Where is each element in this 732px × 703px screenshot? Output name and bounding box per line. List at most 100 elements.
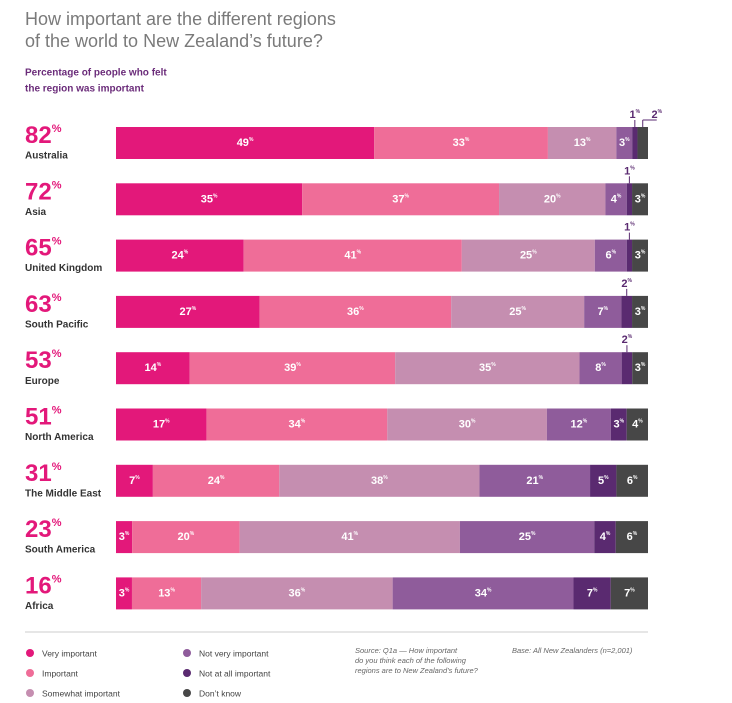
value-number: 4 [611, 193, 618, 205]
bar-segment [547, 127, 617, 159]
bar-segment [573, 577, 611, 610]
value-unit: % [625, 137, 630, 143]
value-unit: % [630, 222, 635, 228]
value-number: 34 [289, 418, 302, 430]
category-label: Africa [25, 601, 54, 612]
bar-segment [395, 352, 580, 385]
headline-unit: % [52, 517, 62, 529]
bar-segment [387, 408, 547, 441]
value-unit: % [354, 531, 359, 537]
value-unit: % [638, 419, 643, 425]
headline-unit: % [52, 573, 62, 585]
value-unit: % [135, 475, 140, 481]
headline-unit: % [52, 179, 62, 191]
value-unit: % [658, 109, 663, 115]
value-number: 8 [595, 362, 601, 374]
value-unit: % [601, 363, 606, 369]
value-number: 7 [587, 587, 593, 599]
value-number: 36 [289, 587, 301, 599]
category-label: The Middle East [25, 488, 102, 499]
bar-segment [637, 127, 648, 159]
bar-segment [605, 183, 627, 216]
legend-label: Don’t know [199, 688, 242, 698]
value-label: 3% [635, 362, 646, 374]
value-label: 13% [574, 137, 591, 149]
headline-unit: % [52, 123, 62, 135]
value-label: 2% [621, 278, 632, 290]
value-unit: % [192, 306, 197, 312]
value-label: 36% [289, 587, 306, 599]
headline-unit: % [52, 348, 62, 360]
value-unit: % [383, 475, 388, 481]
category-label: Asia [25, 207, 47, 218]
legend-marker [183, 689, 191, 697]
value-unit: % [220, 475, 225, 481]
source-note: Source: Q1a — How important [355, 646, 458, 655]
value-label: 35% [201, 193, 218, 205]
value-number: 25 [520, 250, 532, 262]
value-number: 37 [392, 193, 404, 205]
value-label: 3% [119, 531, 130, 543]
value-unit: % [641, 194, 646, 200]
bar-segment [116, 408, 207, 441]
headline-number: 16 [25, 573, 52, 600]
value-label: 1% [630, 109, 641, 121]
value-number: 20 [178, 531, 190, 543]
headline-value: 51% [25, 404, 62, 431]
value-unit: % [636, 109, 641, 115]
value-unit: % [359, 306, 364, 312]
bar-segment [131, 577, 202, 610]
bar-segment [626, 239, 633, 272]
value-unit: % [213, 194, 218, 200]
bar-segment [616, 464, 648, 497]
value-unit: % [465, 137, 470, 143]
value-number: 27 [179, 306, 191, 318]
value-unit: % [583, 419, 588, 425]
headline-value: 53% [25, 348, 62, 375]
value-number: 3 [635, 306, 641, 318]
bar-segment [499, 183, 606, 216]
value-label: 24% [171, 250, 188, 262]
value-unit: % [628, 335, 633, 341]
category-label: United Kingdom [25, 263, 102, 274]
base-note: Base: All New Zealanders (n=2,001) [512, 646, 633, 655]
bar-segment [590, 464, 617, 497]
headline-value: 23% [25, 516, 62, 543]
value-number: 1 [624, 222, 630, 234]
value-label: 7% [129, 475, 140, 487]
value-label: 12% [570, 418, 587, 430]
value-number: 24 [171, 250, 184, 262]
value-unit: % [296, 363, 301, 369]
value-label: 34% [289, 418, 306, 430]
category-label: North America [25, 432, 94, 443]
bar-segment [374, 127, 548, 159]
bar-segment [616, 127, 633, 159]
value-label: 13% [158, 587, 175, 599]
legend-marker [183, 669, 191, 677]
value-unit: % [405, 194, 410, 200]
value-number: 12 [570, 418, 582, 430]
bar-segment [621, 295, 633, 328]
headline-number: 65 [25, 235, 52, 262]
value-number: 41 [341, 531, 353, 543]
bar-segment [392, 577, 574, 610]
headline-unit: % [52, 404, 62, 416]
legend-marker [26, 689, 34, 697]
legend-label: Important [42, 668, 79, 678]
value-unit: % [184, 250, 189, 256]
legend-label: Very important [42, 648, 97, 658]
value-unit: % [606, 531, 611, 537]
value-number: 13 [574, 137, 586, 149]
value-label: 36% [347, 306, 364, 318]
value-label: 6% [627, 475, 638, 487]
bar-segment [632, 127, 638, 159]
value-label: 1% [624, 165, 635, 177]
legend-marker [26, 649, 34, 657]
value-label: 3% [119, 587, 130, 599]
bar-segment [152, 464, 280, 497]
category-label: South America [25, 545, 96, 556]
value-number: 3 [619, 137, 625, 149]
bar-segment [116, 127, 375, 159]
chart-title: of the world to New Zealand’s future? [25, 31, 323, 51]
value-number: 2 [622, 334, 628, 346]
